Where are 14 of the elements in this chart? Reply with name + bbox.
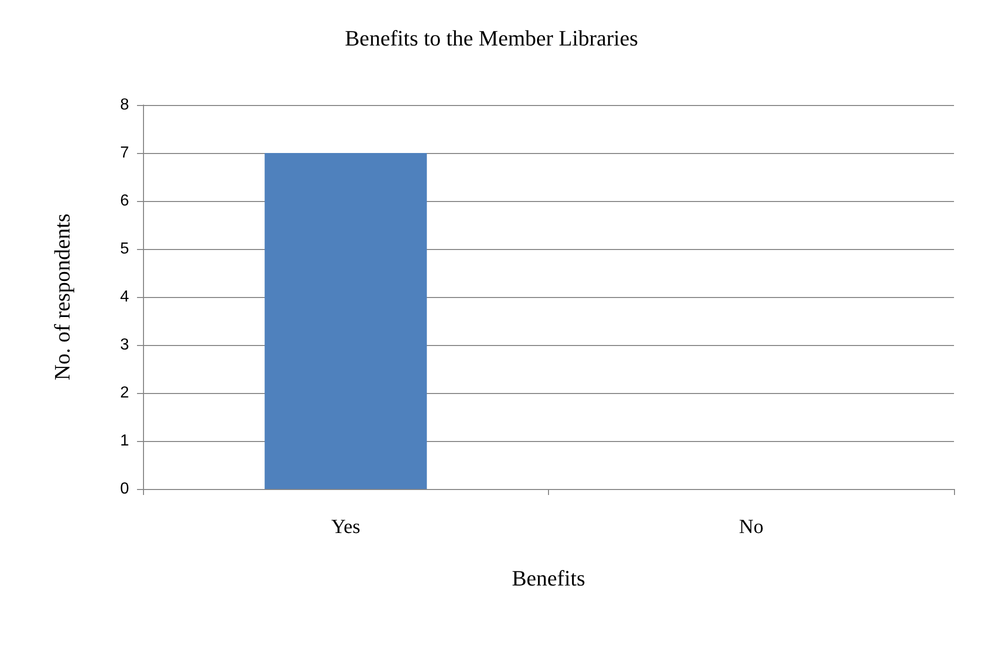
y-axis-title: No. of respondents xyxy=(50,214,74,380)
y-tick-label: 3 xyxy=(120,336,130,354)
x-tick-label: No xyxy=(739,516,764,538)
y-tick-label: 5 xyxy=(120,240,130,258)
y-tick-label: 2 xyxy=(120,384,130,402)
y-tick-label: 8 xyxy=(120,96,130,114)
x-axis-title: Benefits xyxy=(512,566,586,590)
y-tick-label: 4 xyxy=(120,288,130,306)
y-tick-label: 0 xyxy=(120,480,130,498)
y-tick-label: 6 xyxy=(120,192,130,210)
x-tick-label: Yes xyxy=(331,516,361,538)
chart-title: Benefits to the Member Libraries xyxy=(344,26,638,50)
y-tick-label: 7 xyxy=(120,144,130,162)
y-tick-label: 1 xyxy=(120,432,130,450)
